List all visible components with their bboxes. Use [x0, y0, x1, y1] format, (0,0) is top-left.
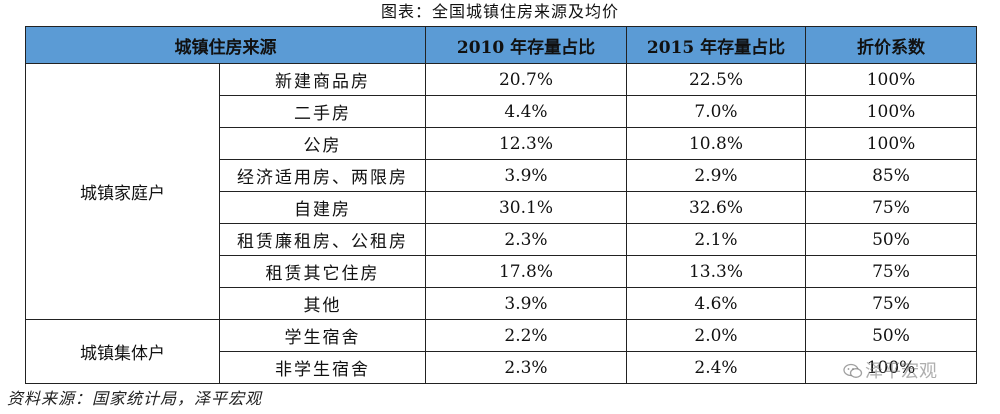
cell-coefficient: 50% [805, 319, 977, 352]
group-label: 城镇集体户 [25, 319, 220, 384]
cell-coefficient: 85% [805, 159, 977, 192]
cell-2015: 10.8% [626, 127, 806, 160]
cell-2015: 2.9% [626, 159, 806, 192]
table-row: 公房 12.3% 10.8% 100% [26, 127, 977, 160]
cell-coefficient: 75% [805, 191, 977, 224]
cell-2010: 20.7% [425, 63, 627, 96]
header-source: 城镇住房来源 [25, 26, 426, 64]
row-name: 租赁其它住房 [219, 255, 426, 288]
table-row: 二手房 4.4% 7.0% 100% [26, 95, 977, 128]
cell-2010: 17.8% [425, 255, 627, 288]
table-row: 经济适用房、两限房 3.9% 2.9% 85% [26, 159, 977, 192]
wechat-icon [843, 363, 863, 378]
cell-2010: 3.9% [425, 287, 627, 320]
cell-coefficient: 100% [805, 351, 977, 384]
cell-2010: 2.3% [425, 351, 627, 384]
row-name: 自建房 [219, 191, 426, 224]
cell-coefficient: 100% [805, 63, 977, 96]
cell-2010: 30.1% [425, 191, 627, 224]
watermark-text: 泽平宏观 [865, 361, 937, 382]
cell-coefficient: 50% [805, 223, 977, 256]
table-row: 租赁廉租房、公租房 2.3% 2.1% 50% [26, 223, 977, 256]
cell-2010: 2.2% [425, 319, 627, 352]
cell-2015: 2.4% [626, 351, 806, 384]
row-name: 其他 [219, 287, 426, 320]
header-2015: 2015 年存量占比 [626, 26, 806, 64]
table-row: 非学生宿舍 2.3% 2.4% 100% [26, 351, 977, 384]
row-name: 新建商品房 [219, 63, 426, 96]
cell-2015: 32.6% [626, 191, 806, 224]
cell-coefficient: 75% [805, 255, 977, 288]
header-2010: 2010 年存量占比 [425, 26, 627, 64]
cell-2015: 2.1% [626, 223, 806, 256]
cell-coefficient: 75% [805, 287, 977, 320]
cell-2010: 3.9% [425, 159, 627, 192]
cell-2010: 12.3% [425, 127, 627, 160]
group-label: 城镇家庭户 [25, 63, 220, 320]
source-note: 资料来源：国家统计局，泽平宏观 [7, 389, 263, 408]
cell-2015: 2.0% [626, 319, 806, 352]
housing-source-table: 城镇住房来源 2010 年存量占比 2015 年存量占比 折价系数 城镇家庭户新… [25, 26, 977, 384]
cell-2010: 2.3% [425, 223, 627, 256]
row-name: 公房 [219, 127, 426, 160]
table-row: 其他 3.9% 4.6% 75% [26, 287, 977, 320]
header-coefficient: 折价系数 [805, 26, 977, 64]
row-name: 非学生宿舍 [219, 351, 426, 384]
cell-2015: 13.3% [626, 255, 806, 288]
cell-2015: 4.6% [626, 287, 806, 320]
table-row: 自建房 30.1% 32.6% 75% [26, 191, 977, 224]
table-row: 城镇集体户 学生宿舍 2.2% 2.0% 50% [25, 319, 977, 384]
table-row: 租赁其它住房 17.8% 13.3% 75% [26, 255, 977, 288]
row-name: 二手房 [219, 95, 426, 128]
table-row: 城镇家庭户 新建商品房 20.7% 22.5% 100% [25, 63, 977, 320]
cell-2015: 22.5% [626, 63, 806, 96]
cell-coefficient: 100% [805, 95, 977, 128]
watermark: 泽平宏观 [843, 357, 937, 383]
cell-2010: 4.4% [425, 95, 627, 128]
row-name: 经济适用房、两限房 [219, 159, 426, 192]
row-name: 学生宿舍 [219, 319, 426, 352]
row-name: 租赁廉租房、公租房 [219, 223, 426, 256]
cell-2015: 7.0% [626, 95, 806, 128]
cell-coefficient: 100% [805, 127, 977, 160]
table-title: 图表：全国城镇住房来源及均价 [380, 2, 619, 21]
header-row: 城镇住房来源 2010 年存量占比 2015 年存量占比 折价系数 [25, 26, 977, 64]
